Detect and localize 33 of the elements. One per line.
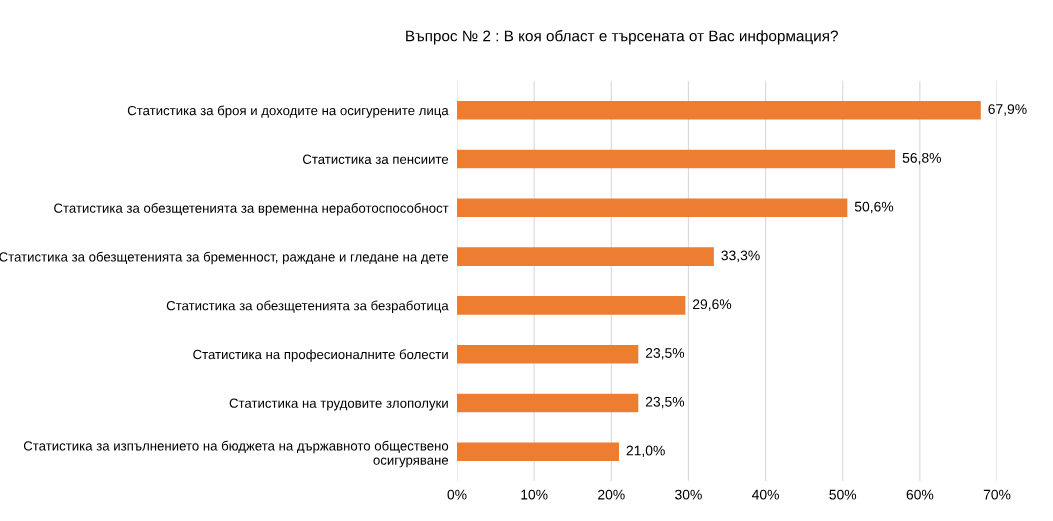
data-label: 67,9% xyxy=(988,104,1027,116)
chart-title: Въпрос № 2 : В коя област е търсената от Вас информация? xyxy=(406,30,838,45)
x-tick-label: 50% xyxy=(829,489,857,500)
bar xyxy=(457,344,639,364)
data-label: 21,0% xyxy=(626,445,665,458)
bar xyxy=(457,296,686,315)
y-tick-label: Статистика за изпълнението на бюджета на държавното обществено осигуряване xyxy=(23,440,449,468)
bar xyxy=(457,393,639,413)
data-label: 33,3% xyxy=(721,250,760,262)
y-tick-label: Статистика на трудовите злополуки xyxy=(229,398,448,411)
data-label: 23,5% xyxy=(645,348,685,360)
y-tick-label: Статистика за обезщетенията за временна неработоспособност xyxy=(54,202,449,216)
x-tick-label: 70% xyxy=(983,489,1011,500)
data-label: 29,6% xyxy=(692,299,732,311)
y-tick-label: Статистика за обезщетенията за бременност, раждане и гледане на дете xyxy=(0,251,449,265)
y-tick-label: Статистика за обезщетенията за безработица xyxy=(166,300,449,313)
x-tick-label: 20% xyxy=(598,489,625,500)
y-tick-label: Статистика за пенсиите xyxy=(302,154,449,164)
y-tick-label: Статистика за броя и доходите на осигурените лица xyxy=(127,105,449,118)
bar xyxy=(457,247,714,266)
data-label: 56,8% xyxy=(902,152,941,165)
x-tick-label: 40% xyxy=(751,489,779,500)
x-tick-label: 30% xyxy=(675,489,702,500)
x-tick-label: 0% xyxy=(447,489,467,500)
bar xyxy=(457,198,848,218)
bar xyxy=(457,101,981,120)
y-tick-label: Статистика на професионалните болести xyxy=(193,349,448,362)
data-label: 23,5% xyxy=(645,396,685,409)
x-tick-label: 10% xyxy=(521,489,548,500)
bar xyxy=(457,442,619,461)
data-label: 50,6% xyxy=(854,201,894,214)
x-tick-label: 60% xyxy=(906,489,934,500)
bar xyxy=(457,149,896,169)
